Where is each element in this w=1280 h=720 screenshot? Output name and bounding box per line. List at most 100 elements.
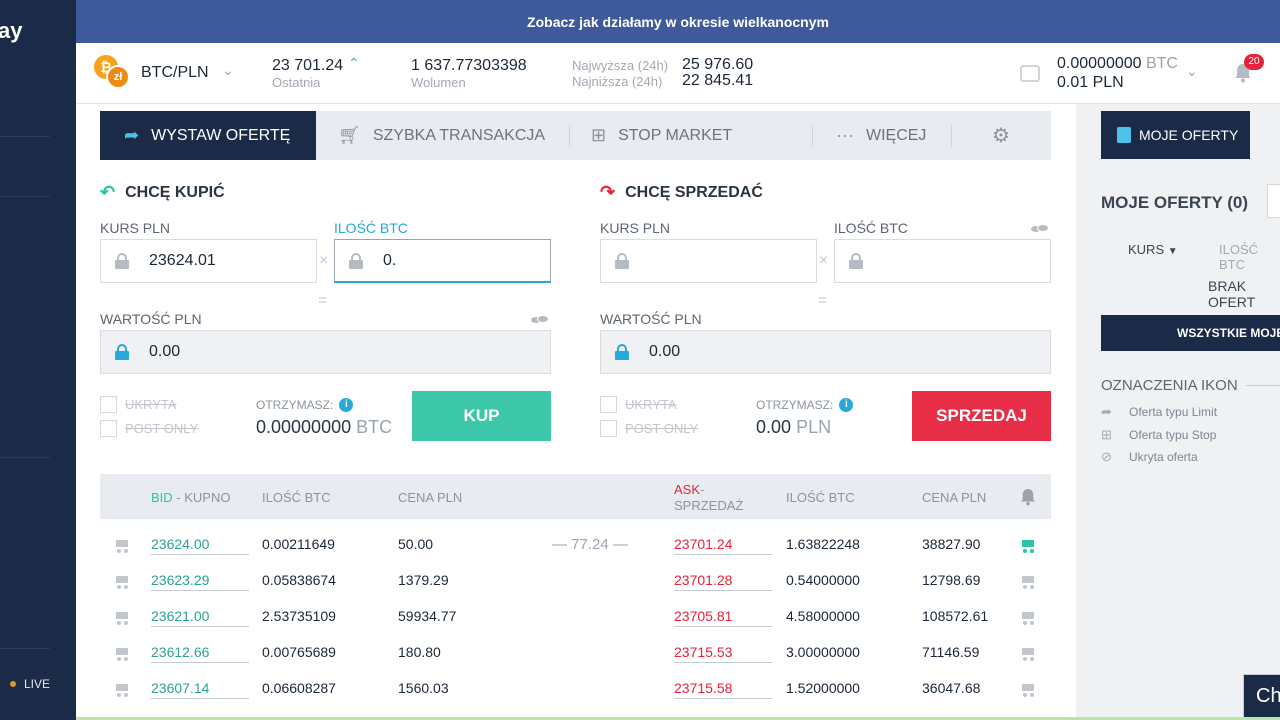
ask-price[interactable]: 23701.28 <box>674 572 772 591</box>
coins-icon[interactable] <box>530 315 550 325</box>
my-offers-title: MOJE OFERTY (0) <box>1101 193 1249 212</box>
sell-receive-label: OTRZYMASZ: i <box>756 398 854 412</box>
bid-price[interactable]: 23624.00 <box>151 536 249 555</box>
checkbox-box <box>600 420 617 437</box>
buy-post-only-checkbox[interactable]: POST ONLY <box>100 420 198 437</box>
chevron-down-icon[interactable]: ⌄ <box>1186 63 1198 79</box>
orderbook-row: 23607.14 0.06608287 1560.03 23715.58 1.5… <box>100 670 1051 706</box>
bell-icon[interactable] <box>1020 488 1036 506</box>
trading-panel: ➦ WYSTAW OFERTĘ 🛒︎ SZYBKA TRANSAKCJA ⊞ S… <box>76 104 1076 720</box>
buy-hidden-checkbox[interactable]: UKRYTA <box>100 396 177 413</box>
sell-value-input[interactable]: 0.00 <box>600 330 1051 374</box>
banner-text: Zobacz jak działamy w okresie wielkanocn… <box>527 13 829 30</box>
trade-mode-tabs: ➦ WYSTAW OFERTĘ 🛒︎ SZYBKA TRANSAKCJA ⊞ S… <box>100 111 1051 160</box>
cart-icon[interactable] <box>1020 574 1036 589</box>
info-icon[interactable]: i <box>839 398 854 412</box>
cart-icon[interactable] <box>114 538 130 553</box>
cart-icon[interactable] <box>1020 682 1036 697</box>
sell-hidden-checkbox[interactable]: UKRYTA <box>600 396 677 413</box>
legend-label: Oferta typu Stop <box>1129 428 1217 442</box>
bid-price[interactable]: 23623.29 <box>151 572 249 591</box>
low-value: 22 845.41 <box>682 72 754 89</box>
buy-receive-value: 0.00000000 BTC <box>256 417 392 438</box>
ask-amount: 3.00000000 <box>786 644 860 660</box>
sidebar-divider <box>0 136 50 137</box>
equals-icon: = <box>318 292 328 309</box>
bid-price[interactable]: 23607.14 <box>151 680 249 699</box>
settings-button[interactable]: ⚙ <box>992 111 1010 160</box>
legend-label: Ukryta oferta <box>1129 450 1198 464</box>
sell-receive-value: 0.00 PLN <box>756 417 831 438</box>
buy-receive-label: OTRZYMASZ: i <box>256 398 354 412</box>
bid-amount: 0.00765689 <box>262 644 336 660</box>
chat-widget-button[interactable]: Ch <box>1243 674 1280 720</box>
tab-more[interactable]: ··· WIĘCEJ <box>836 111 926 160</box>
cart-icon[interactable] <box>114 646 130 661</box>
live-indicator[interactable]: LIVE <box>10 677 50 691</box>
icons-legend-title: OZNACZENIA IKON <box>1101 377 1238 394</box>
sell-button[interactable]: SPRZEDAJ <box>912 391 1051 441</box>
buy-rate-value: 23624.01 <box>149 252 216 269</box>
cart-icon[interactable] <box>1020 646 1036 661</box>
sell-hidden-label: UKRYTA <box>625 397 677 412</box>
tab-quick-transaction[interactable]: 🛒︎ SZYBKA TRANSAKCJA <box>338 111 545 160</box>
cart-icon: 🛒︎ <box>338 125 361 145</box>
sell-value-label: WARTOŚĆ PLN <box>600 311 702 327</box>
lock-icon <box>115 253 129 269</box>
bid-price[interactable]: 23612.66 <box>151 644 249 663</box>
tab-my-offers[interactable]: MOJE OFERTY <box>1101 111 1250 159</box>
tab-divider <box>812 125 813 147</box>
orderbook-row: 23623.29 0.05838674 1379.29 23701.28 0.5… <box>100 562 1051 598</box>
buy-rate-input[interactable]: 23624.01 <box>100 239 317 283</box>
orderbook-row: 23621.00 2.53735109 59934.77 23705.81 4.… <box>100 598 1051 634</box>
cart-icon[interactable] <box>114 610 130 625</box>
buy-arrow-icon: ↶ <box>100 182 116 202</box>
notification-count-badge: 20 <box>1244 54 1264 70</box>
tab-place-offer[interactable]: ➦ WYSTAW OFERTĘ <box>100 111 316 160</box>
buy-title-text: CHCĘ KUPIĆ <box>125 183 225 201</box>
sell-post-only-checkbox[interactable]: POST ONLY <box>600 420 698 437</box>
offers-filter-select[interactable] <box>1267 184 1280 218</box>
ask-price[interactable]: 23705.81 <box>674 608 772 627</box>
announcement-banner[interactable]: Zobacz jak działamy w okresie wielkanocn… <box>76 0 1280 43</box>
all-my-offers-button[interactable]: WSZYSTKIE MOJE <box>1101 315 1280 351</box>
sidebar-divider <box>0 457 50 458</box>
ask-header[interactable]: ASK- SPRZEDAŻ <box>674 482 754 514</box>
ask-price[interactable]: 23715.58 <box>674 680 772 699</box>
multiply-icon: × <box>319 252 329 269</box>
buy-amount-input[interactable]: 0. <box>334 239 551 283</box>
info-icon[interactable]: i <box>339 398 354 412</box>
bid-price[interactable]: 23621.00 <box>151 608 249 627</box>
legend-item: ⊘ Ukryta oferta <box>1101 450 1198 464</box>
market-pair-selector[interactable]: BTC/PLN <box>141 64 209 81</box>
ask-amount: 0.54000000 <box>786 572 860 588</box>
cart-icon[interactable] <box>1020 610 1036 625</box>
progress-strip <box>76 717 1280 720</box>
cart-icon[interactable] <box>1020 538 1036 553</box>
buy-rate-label: KURS PLN <box>100 220 171 236</box>
tab-my-offers-label: MOJE OFERTY <box>1139 127 1239 143</box>
sell-arrow-icon: ↷ <box>600 182 616 202</box>
low-label: Najniższa (24h) <box>572 74 663 89</box>
bid-header[interactable]: BID - KUPNO <box>151 490 230 505</box>
tab-stop-market[interactable]: ⊞ STOP MARKET <box>591 111 732 160</box>
coins-icon[interactable] <box>1030 224 1050 234</box>
cart-icon[interactable] <box>114 682 130 697</box>
ask-price[interactable]: 23701.24 <box>674 536 772 555</box>
last-price: 23 701.24 <box>272 57 344 74</box>
buy-button[interactable]: KUP <box>412 391 551 441</box>
cart-icon[interactable] <box>114 574 130 589</box>
sell-rate-input[interactable] <box>600 239 817 283</box>
bid-amount-header: ILOŚĆ BTC <box>262 490 331 505</box>
balance-btc[interactable]: 0.00000000 BTC <box>1057 55 1178 73</box>
chevron-down-icon[interactable]: ⌄ <box>222 62 234 78</box>
spread-number: 77.24 <box>571 536 609 553</box>
buy-section-title: ↶ CHCĘ KUPIĆ <box>100 182 225 203</box>
bid-header-label: BID <box>151 490 173 505</box>
sell-amount-input[interactable] <box>834 239 1051 283</box>
balance-pln[interactable]: 0.01 PLN <box>1057 74 1124 92</box>
balance-btc-value: 0.00000000 <box>1057 55 1142 72</box>
ask-price[interactable]: 23715.53 <box>674 644 772 663</box>
sort-by-rate-header[interactable]: KURS ▼ <box>1128 242 1178 257</box>
buy-value-input[interactable]: 0.00 <box>100 330 551 374</box>
